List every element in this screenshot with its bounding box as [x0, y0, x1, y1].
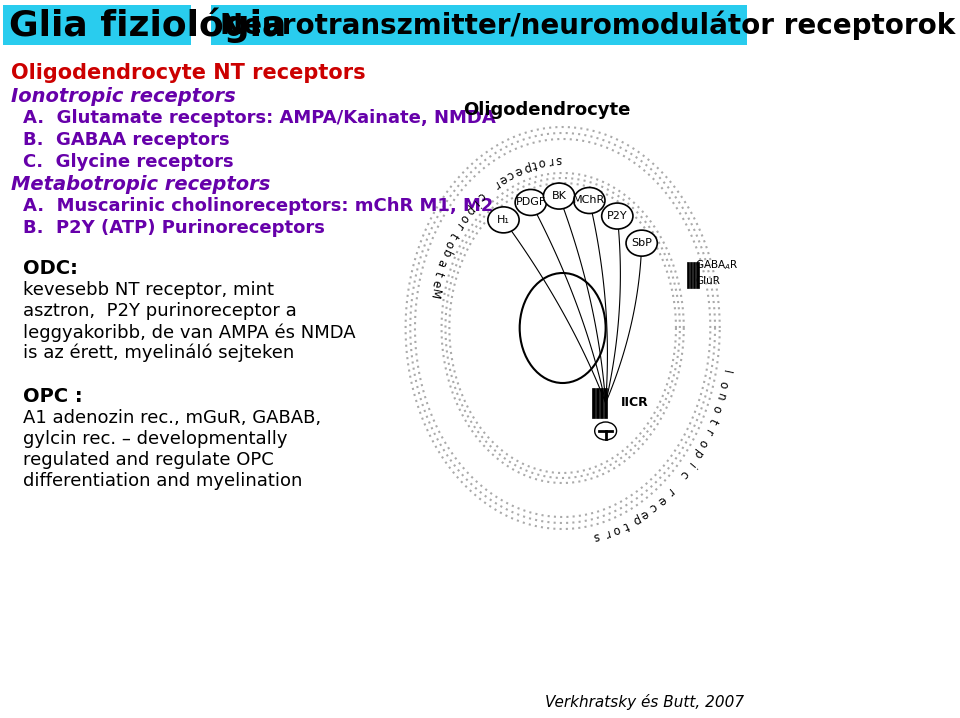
Text: SbP: SbP: [632, 238, 652, 248]
Text: GluR: GluR: [695, 276, 720, 286]
Text: e: e: [496, 171, 509, 186]
Text: t: t: [446, 229, 460, 241]
Text: o: o: [538, 155, 546, 169]
Text: ODC:: ODC:: [23, 259, 79, 278]
Text: t: t: [432, 269, 445, 277]
Text: r: r: [602, 526, 611, 541]
Text: MChR: MChR: [573, 195, 606, 205]
Text: Neurotranszmitter/neuromodulátor receptorok: Neurotranszmitter/neuromodulátor recepto…: [221, 10, 955, 39]
Text: M: M: [427, 287, 442, 300]
Text: o: o: [611, 523, 622, 537]
Bar: [693, 262, 695, 288]
Text: IICR: IICR: [621, 396, 649, 409]
Text: i: i: [684, 459, 697, 470]
Text: GABA$_A$R: GABA$_A$R: [695, 258, 739, 272]
Text: o: o: [456, 211, 470, 225]
Text: r: r: [490, 177, 501, 191]
Bar: [600, 388, 603, 418]
Text: H₁: H₁: [497, 215, 510, 225]
Text: Oligodendrocyte NT receptors: Oligodendrocyte NT receptors: [11, 63, 366, 83]
Text: e: e: [512, 163, 523, 177]
Text: i: i: [469, 197, 481, 209]
Text: c: c: [646, 500, 659, 514]
Text: c: c: [677, 467, 691, 481]
Text: r: r: [547, 154, 553, 167]
Text: is az érett, myelináló sejteken: is az érett, myelináló sejteken: [23, 344, 295, 363]
Text: e: e: [429, 278, 444, 289]
Text: e: e: [637, 506, 650, 521]
Text: P2Y: P2Y: [607, 211, 628, 221]
Text: gylcin rec. – developmentally: gylcin rec. – developmentally: [23, 430, 288, 448]
Text: p: p: [689, 447, 705, 461]
Text: C.  Glycine receptors: C. Glycine receptors: [23, 153, 234, 171]
Ellipse shape: [488, 207, 519, 233]
Text: A.  Glutamate receptors: AMPA/Kainate, NMDA: A. Glutamate receptors: AMPA/Kainate, NM…: [23, 109, 496, 127]
Text: e: e: [655, 493, 668, 507]
Ellipse shape: [626, 230, 658, 256]
Text: B.  P2Y (ATP) Purinoreceptors: B. P2Y (ATP) Purinoreceptors: [23, 219, 325, 237]
Text: Glia fiziológia: Glia fiziológia: [10, 7, 287, 43]
Text: Verkhratsky és Butt, 2007: Verkhratsky és Butt, 2007: [545, 694, 744, 710]
Text: n: n: [713, 391, 728, 402]
Text: s: s: [592, 530, 601, 544]
Text: p: p: [462, 203, 476, 218]
Text: Ionotropic receptors: Ionotropic receptors: [11, 87, 236, 106]
Text: o: o: [442, 238, 456, 251]
Text: Metabotropic receptors: Metabotropic receptors: [11, 175, 271, 194]
Text: Oligodendrocyte: Oligodendrocyte: [464, 101, 631, 119]
Bar: [696, 262, 699, 288]
Ellipse shape: [602, 203, 633, 229]
Ellipse shape: [574, 187, 605, 213]
Text: OPC :: OPC :: [23, 387, 84, 406]
Text: PDGF: PDGF: [516, 197, 546, 208]
Text: t: t: [706, 416, 719, 426]
Text: A1 adenozin rec., mGuR, GABAB,: A1 adenozin rec., mGuR, GABAB,: [23, 409, 322, 427]
Text: c: c: [505, 167, 516, 182]
Text: o: o: [695, 437, 710, 449]
FancyBboxPatch shape: [211, 5, 747, 45]
Text: a: a: [434, 257, 449, 269]
Text: r: r: [451, 220, 465, 232]
Bar: [596, 388, 599, 418]
Ellipse shape: [543, 183, 575, 209]
Text: o: o: [716, 379, 731, 389]
Ellipse shape: [594, 422, 616, 440]
Text: I: I: [719, 368, 732, 374]
Text: p: p: [520, 159, 531, 174]
Text: BK: BK: [552, 191, 566, 201]
Text: A.  Muscarinic cholinoreceptors: mChR M1, M2: A. Muscarinic cholinoreceptors: mChR M1,…: [23, 197, 493, 215]
Bar: [690, 262, 692, 288]
Circle shape: [519, 273, 606, 383]
Text: t: t: [530, 157, 538, 171]
Text: asztron,  P2Y purinoreceptor a: asztron, P2Y purinoreceptor a: [23, 302, 298, 320]
Text: c: c: [475, 189, 488, 203]
Text: r: r: [663, 485, 675, 498]
Bar: [592, 388, 595, 418]
Text: leggyakoribb, de van AMPA és NMDA: leggyakoribb, de van AMPA és NMDA: [23, 323, 356, 342]
Text: o: o: [709, 403, 724, 414]
Bar: [604, 388, 607, 418]
Text: s: s: [555, 154, 562, 167]
FancyBboxPatch shape: [3, 5, 191, 45]
Text: regulated and regulate OPC: regulated and regulate OPC: [23, 451, 275, 469]
Text: kevesebb NT receptor, mint: kevesebb NT receptor, mint: [23, 281, 275, 299]
Text: b: b: [438, 247, 452, 260]
Text: p: p: [629, 513, 641, 527]
Text: differentiation and myelination: differentiation and myelination: [23, 472, 302, 490]
Text: r: r: [701, 426, 715, 437]
Text: t: t: [621, 518, 631, 532]
Ellipse shape: [516, 190, 546, 215]
Bar: [687, 262, 689, 288]
Text: B.  GABAA receptors: B. GABAA receptors: [23, 131, 230, 149]
